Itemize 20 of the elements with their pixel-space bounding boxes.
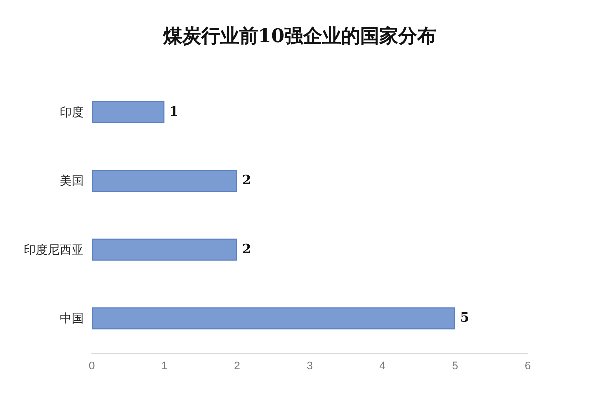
bar xyxy=(92,170,238,192)
y-tick-label: 美国 xyxy=(60,174,84,188)
x-tick-label: 2 xyxy=(234,360,240,372)
bar xyxy=(92,238,238,261)
bar xyxy=(92,101,165,124)
y-tick-label: 印度 xyxy=(60,105,84,120)
y-tick-label: 中国 xyxy=(60,312,84,326)
x-tick-label: 0 xyxy=(88,360,96,372)
x-tick-label: 6 xyxy=(524,360,532,372)
data-label: 5 xyxy=(460,311,470,326)
data-label: 2 xyxy=(242,242,252,258)
x-tick-label: 5 xyxy=(452,360,458,372)
data-label: 1 xyxy=(170,104,179,120)
y-tick-label: 印度尼西亚 xyxy=(24,242,84,257)
x-tick-label: 3 xyxy=(306,360,314,372)
chart-title: 煤炭行业前10强企业的国家分布 xyxy=(162,26,437,48)
data-label: 2 xyxy=(242,174,252,189)
x-tick-label: 1 xyxy=(162,360,168,372)
bar xyxy=(92,308,456,330)
x-tick-label: 4 xyxy=(380,360,386,372)
